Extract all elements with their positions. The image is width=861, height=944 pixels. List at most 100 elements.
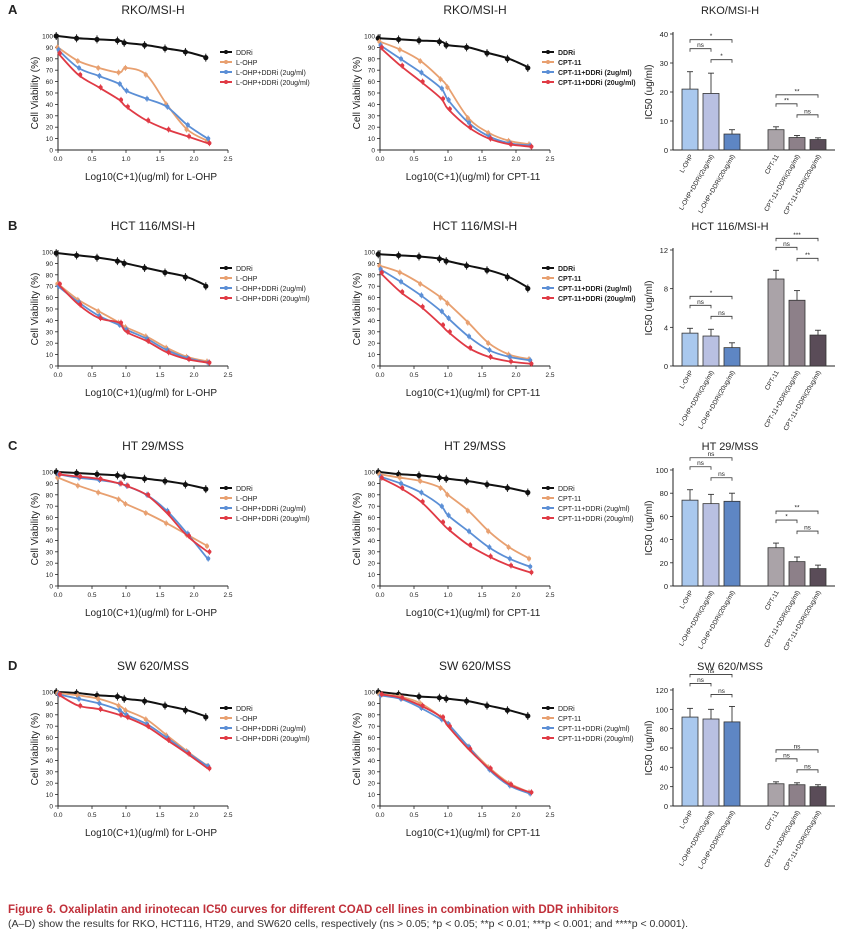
x-tick-label: 0.5: [87, 372, 96, 379]
data-point-drug: [438, 77, 443, 82]
ic50-y-tick-label: 4: [664, 323, 668, 332]
legend-marker: [546, 276, 550, 280]
panel-label-B: B: [8, 218, 17, 233]
data-point-DDRi: [121, 40, 127, 46]
data-point-low: [398, 279, 404, 284]
legend-label: DDRi: [558, 706, 575, 713]
data-point-drug: [438, 295, 443, 300]
data-point-low: [419, 293, 424, 298]
y-tick-label: 0: [49, 364, 53, 371]
legend-label: L-OHP: [236, 60, 258, 67]
y-tick-label: 10: [368, 136, 376, 143]
y-tick-label: 40: [46, 538, 54, 545]
legend-label: L-OHP+DDRi (2ug/ml): [236, 726, 306, 733]
y-tick-label: 0: [49, 804, 53, 811]
ic50-y-tick-label: 40: [660, 536, 668, 545]
data-point-high: [420, 499, 425, 504]
x-tick-label: 1.0: [443, 372, 452, 379]
ic50-bar: [702, 93, 720, 151]
y-tick-label: 40: [46, 318, 54, 325]
ic50-bar: [723, 721, 741, 807]
data-point-low: [446, 316, 451, 321]
legend-label: CPT-11+DDRi (2ug/ml): [558, 286, 632, 293]
data-point-drug: [438, 485, 443, 491]
x-tick-label: 2.0: [511, 156, 520, 163]
data-point-low: [419, 70, 424, 75]
ic50-y-tick-label: 8: [664, 285, 668, 294]
data-point-high: [146, 724, 151, 729]
x-tick-label: 2.0: [511, 812, 520, 819]
legend-marker: [224, 486, 228, 490]
data-point-drug: [123, 65, 128, 71]
data-point-DDRi: [53, 250, 59, 256]
significance-bracket: [796, 257, 819, 262]
data-point-DDRi: [416, 37, 422, 44]
legend-label: DDRi: [236, 706, 253, 713]
figure-canvas: A RKO/MSI-H Cell Viability (%) Log10(C+1)(u…: [8, 2, 835, 872]
data-point-high: [400, 289, 405, 294]
legend-marker: [546, 80, 550, 84]
data-point-drug: [204, 544, 210, 549]
data-point-high: [488, 136, 493, 141]
data-point-high: [420, 79, 425, 84]
data-point-low: [439, 86, 444, 91]
y-tick-label: 10: [46, 572, 54, 579]
x-tick-label: 2.0: [189, 156, 198, 163]
y-tick-label: 80: [46, 492, 54, 499]
data-point-DDRi: [94, 255, 100, 261]
ic50-category-label: CPT-11: [764, 369, 781, 391]
significance-label: ns: [708, 451, 716, 458]
data-point-drug: [418, 281, 423, 287]
legend-marker: [546, 266, 550, 270]
data-point-low: [466, 334, 472, 339]
data-point-drug: [465, 320, 470, 325]
data-point-high: [78, 302, 83, 307]
data-point-DDRi: [162, 269, 168, 276]
significance-bracket: [796, 769, 819, 773]
ic50-bar: [681, 332, 699, 367]
y-tick-label: 30: [46, 769, 54, 776]
x-tick-label: 2.5: [545, 592, 554, 599]
y-axis-label: Cell Viability (%): [30, 57, 41, 130]
data-point-DDRi: [121, 696, 127, 702]
y-tick-label: 60: [368, 79, 376, 86]
significance-label: ***: [793, 232, 801, 239]
significance-bracket: [775, 758, 798, 762]
significance-bracket: [689, 457, 733, 461]
legend-label: DDRi: [236, 266, 253, 273]
data-point-drug: [143, 717, 148, 722]
data-point-high: [440, 520, 446, 525]
y-tick-label: 50: [46, 747, 54, 754]
ic50-y-tick-label: 20: [660, 559, 668, 568]
ic50-y-tick-label: 100: [655, 466, 668, 475]
data-point-drug: [96, 65, 101, 71]
y-tick-label: 50: [368, 747, 376, 754]
data-point-DDRi: [162, 478, 168, 484]
y-tick-label: 40: [368, 102, 376, 109]
ic50-bar: [809, 139, 827, 151]
ic50-y-tick-label: 0: [664, 582, 668, 591]
data-point-high: [488, 354, 493, 359]
y-tick-label: 100: [364, 34, 375, 41]
data-point-high: [98, 316, 103, 321]
data-point-low: [446, 513, 451, 518]
legend-label: L-OHP+DDRi (20ug/ml): [236, 516, 310, 523]
data-point-drug: [445, 301, 450, 306]
data-point-DDRi: [504, 485, 510, 491]
ic50-y-tick-label: 0: [664, 146, 668, 155]
legend-label: CPT-11+DDRi (2ug/ml): [558, 70, 632, 77]
x-tick-label: 2.5: [545, 812, 554, 819]
significance-label: *: [720, 53, 723, 60]
significance-label: ns: [697, 42, 705, 49]
ic50-bar: [681, 88, 699, 151]
legend-marker: [546, 516, 550, 520]
legend-label: DDRi: [558, 486, 575, 493]
y-tick-label: 0: [49, 148, 53, 155]
data-point-drug: [123, 501, 128, 507]
ic50-category-label: CPT-11: [764, 153, 781, 175]
significance-bracket: [710, 315, 733, 320]
significance-bracket: [796, 530, 819, 535]
legend-marker: [546, 706, 550, 710]
data-point-low: [97, 73, 102, 78]
data-point-high: [468, 125, 473, 130]
